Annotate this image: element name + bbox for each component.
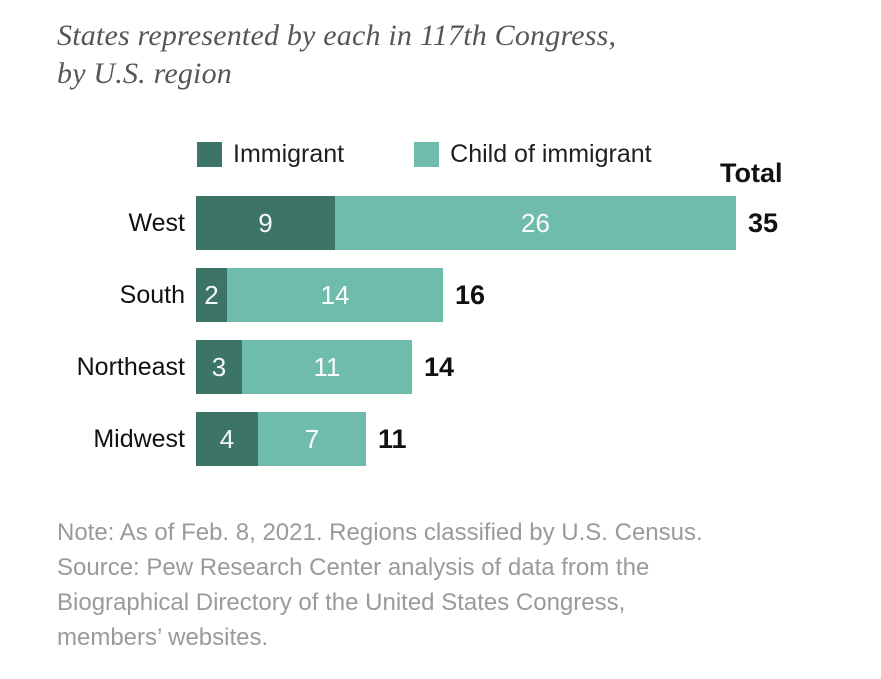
bar-chart: West 9 26 35 South 2 14 16 Northeast 3 11 14 Midwest… — [0, 196, 881, 484]
legend-item-immigrant: Immigrant — [197, 140, 344, 169]
legend-item-child-of-immigrant: Child of immigrant — [414, 140, 652, 169]
category-label: South — [119, 280, 185, 309]
total-value: 11 — [378, 423, 407, 454]
total-value: 14 — [424, 351, 455, 382]
segment-value-label: 9 — [258, 207, 273, 238]
note-line-4: members’ websites. — [57, 624, 269, 651]
child-of-immigrant-swatch-icon — [414, 142, 440, 167]
chart-title-line-2: by U.S. region — [57, 57, 232, 90]
segment-value-label: 4 — [219, 423, 235, 454]
stacked-bar: 9 26 — [196, 196, 736, 250]
chart-row-west: West 9 26 35 — [0, 196, 881, 250]
segment-value-label: 11 — [313, 351, 341, 382]
chart-row-south: South 2 14 16 — [0, 268, 881, 322]
stacked-bar: 2 14 — [196, 268, 443, 322]
segment-value-label: 2 — [204, 279, 219, 310]
bar-segment-child-of-immigrant: 7 — [258, 412, 366, 466]
note-line-2: Source: Pew Research Center analysis of … — [57, 554, 650, 581]
legend: Immigrant Child of immigrant — [197, 140, 652, 169]
note-line-3: Biographical Directory of the United Sta… — [57, 589, 626, 616]
bar-segment-immigrant: 2 — [196, 268, 227, 322]
chart-title-line-1: States represented by each in 117th Cong… — [57, 19, 617, 52]
bar-segment-immigrant: 3 — [196, 340, 242, 394]
category-label: Midwest — [93, 424, 185, 453]
chart-row-midwest: Midwest 4 7 11 — [0, 412, 881, 466]
total-column-header: Total — [720, 158, 783, 188]
bar-segment-child-of-immigrant: 11 — [242, 340, 412, 394]
chart-title: States represented by each in 117th Cong… — [57, 17, 837, 93]
bar-segment-child-of-immigrant: 14 — [227, 268, 443, 322]
segment-value-label: 26 — [521, 207, 550, 238]
immigrant-swatch-icon — [197, 142, 222, 167]
category-label: West — [128, 208, 186, 237]
total-value: 35 — [748, 207, 779, 238]
segment-value-label: 3 — [211, 351, 227, 382]
segment-value-label: 7 — [304, 423, 320, 454]
chart-row-northeast: Northeast 3 11 14 — [0, 340, 881, 394]
bar-segment-child-of-immigrant: 26 — [335, 196, 736, 250]
category-label: Northeast — [76, 352, 185, 381]
stacked-bar: 3 11 — [196, 340, 412, 394]
legend-label-immigrant: Immigrant — [233, 140, 345, 168]
bar-segment-immigrant: 9 — [196, 196, 335, 250]
legend-label-child-of-immigrant: Child of immigrant — [450, 140, 652, 168]
bar-segment-immigrant: 4 — [196, 412, 258, 466]
segment-value-label: 14 — [320, 279, 350, 310]
total-value: 16 — [455, 279, 486, 310]
note-text: Note: As of Feb. 8, 2021. Regions classi… — [57, 515, 847, 655]
note-line-1: Note: As of Feb. 8, 2021. Regions classi… — [57, 519, 703, 546]
